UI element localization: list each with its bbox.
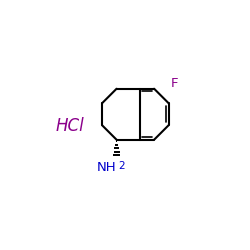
Text: F: F bbox=[170, 78, 178, 90]
Text: 2: 2 bbox=[118, 161, 125, 171]
Text: HCl: HCl bbox=[56, 117, 85, 135]
Text: NH: NH bbox=[96, 161, 116, 174]
